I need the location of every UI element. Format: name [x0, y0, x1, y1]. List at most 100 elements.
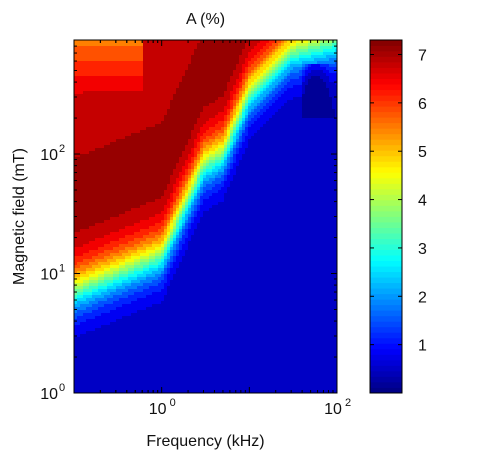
heatmap-cell — [266, 142, 270, 146]
heatmap-cell — [155, 64, 159, 68]
heatmap-cell — [230, 82, 234, 86]
heatmap-cell — [140, 67, 144, 71]
heatmap-cell — [134, 130, 138, 134]
heatmap-cell — [119, 187, 123, 191]
heatmap-cell — [209, 160, 213, 164]
heatmap-cell — [212, 121, 216, 125]
heatmap-cell — [281, 124, 285, 128]
heatmap-cell — [239, 127, 243, 131]
heatmap-cell — [215, 178, 219, 182]
heatmap-cell — [221, 121, 225, 125]
heatmap-cell — [203, 166, 207, 170]
heatmap-cell — [167, 115, 171, 119]
heatmap-cell — [296, 145, 300, 149]
heatmap-cell — [179, 142, 183, 146]
heatmap-cell — [116, 94, 120, 98]
heatmap-cell — [158, 76, 162, 80]
heatmap-cell — [209, 94, 213, 98]
heatmap-cell — [311, 46, 315, 50]
heatmap-cell — [137, 142, 141, 146]
heatmap-cell — [230, 196, 234, 200]
heatmap-cell — [110, 190, 114, 194]
heatmap-cell — [128, 118, 132, 122]
heatmap-cell — [107, 208, 111, 212]
heatmap-cell — [179, 58, 183, 62]
heatmap-cell — [170, 187, 174, 191]
heatmap-cell — [299, 121, 303, 125]
heatmap-cell — [155, 124, 159, 128]
heatmap-cell — [230, 205, 234, 209]
heatmap-cell — [116, 40, 120, 44]
heatmap-cell — [101, 139, 105, 143]
heatmap-cell — [170, 145, 174, 149]
heatmap-cell — [323, 46, 327, 50]
heatmap-cell — [218, 52, 222, 56]
heatmap-cell — [95, 76, 99, 80]
heatmap-cell — [218, 58, 222, 62]
heatmap-cell — [107, 52, 111, 56]
heatmap-cell — [242, 157, 246, 161]
heatmap-cell — [86, 175, 90, 179]
heatmap-cell — [131, 118, 135, 122]
heatmap-cell — [188, 190, 192, 194]
heatmap-cell — [176, 151, 180, 155]
heatmap-cell — [92, 130, 96, 134]
heatmap-cell — [212, 181, 216, 185]
heatmap-cell — [281, 100, 285, 104]
heatmap-cell — [257, 163, 261, 167]
heatmap-cell — [296, 91, 300, 95]
heatmap-cell — [149, 85, 153, 89]
heatmap-cell — [278, 205, 282, 209]
heatmap-cell — [143, 76, 147, 80]
heatmap-cell — [197, 103, 201, 107]
heatmap-cell — [329, 169, 333, 173]
heatmap-cell — [197, 94, 201, 98]
heatmap-cell — [242, 70, 246, 74]
heatmap-cell — [272, 199, 276, 203]
heatmap-cell — [218, 169, 222, 173]
heatmap-cell — [146, 112, 150, 116]
heatmap-cell — [233, 130, 237, 134]
heatmap-cell — [311, 145, 315, 149]
heatmap-cell — [146, 187, 150, 191]
heatmap-cell — [245, 70, 249, 74]
heatmap-cell — [230, 151, 234, 155]
heatmap-cell — [290, 55, 294, 59]
heatmap-cell — [194, 145, 198, 149]
heatmap-cell — [314, 133, 318, 137]
heatmap-cell — [254, 166, 258, 170]
heatmap-cell — [161, 67, 165, 71]
heatmap-cell — [128, 40, 132, 44]
heatmap-cell — [218, 202, 222, 206]
heatmap-cell — [74, 169, 78, 173]
heatmap-cell — [239, 163, 243, 167]
heatmap-cell — [170, 73, 174, 77]
heatmap-cell — [227, 181, 231, 185]
heatmap-cell — [206, 163, 210, 167]
heatmap-cell — [272, 160, 276, 164]
heatmap-cell — [323, 202, 327, 206]
heatmap-cell — [179, 124, 183, 128]
heatmap-cell — [326, 70, 330, 74]
heatmap-cell — [230, 181, 234, 185]
heatmap-cell — [197, 118, 201, 122]
heatmap-cell — [290, 52, 294, 56]
heatmap-cell — [164, 178, 168, 182]
heatmap-cell — [164, 163, 168, 167]
heatmap-cell — [269, 178, 273, 182]
heatmap-cell — [200, 115, 204, 119]
heatmap-cell — [158, 169, 162, 173]
heatmap-cell — [248, 166, 252, 170]
heatmap-cell — [239, 208, 243, 212]
heatmap-cell — [263, 46, 267, 50]
heatmap-cell — [173, 178, 177, 182]
heatmap-cell — [206, 145, 210, 149]
heatmap-cell — [293, 88, 297, 92]
heatmap-cell — [281, 145, 285, 149]
heatmap-cell — [320, 145, 324, 149]
heatmap-cell — [221, 94, 225, 98]
heatmap-cell — [224, 145, 228, 149]
heatmap-cell — [260, 202, 264, 206]
heatmap-cell — [89, 49, 93, 53]
heatmap-cell — [227, 61, 231, 65]
